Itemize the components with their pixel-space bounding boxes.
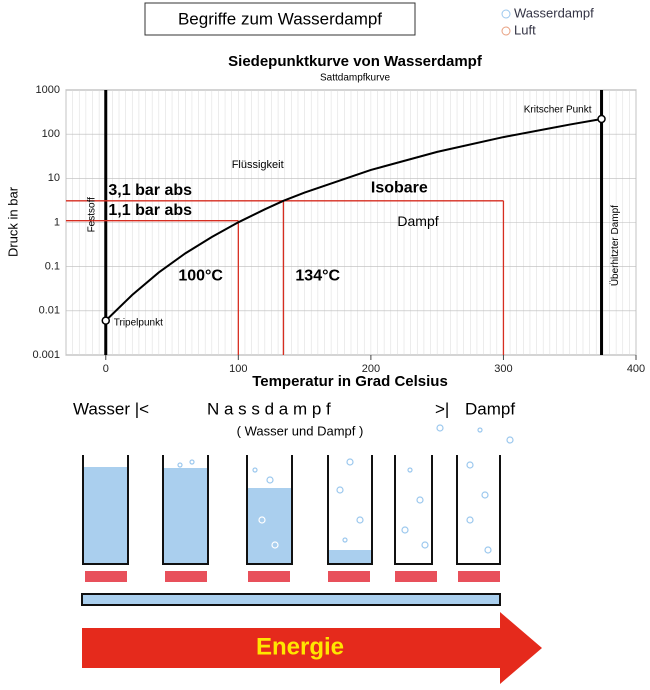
isobar-temperature-label: 134°C (295, 268, 340, 285)
annotation: Flüssigkeit (232, 159, 284, 171)
chart: 0.001 0.01 0.1 1 10 100 1000 0 100 200 300 400 3,1 b… (32, 84, 645, 375)
pipe (81, 593, 501, 606)
y-tick-label: 0.01 (39, 305, 60, 317)
annotation: Isobare (371, 179, 428, 196)
label-end: >| (435, 399, 449, 418)
y-tick-label: 100 (42, 128, 60, 140)
x-tick-label: 200 (362, 363, 380, 375)
chart-subtitle: Sattdampfkurve (320, 73, 390, 84)
y-tick-label: 10 (48, 172, 60, 184)
label-steam: Dampf (465, 399, 515, 418)
page-title: Begriffe zum Wasserdampf (178, 9, 382, 28)
x-tick-label: 300 (494, 363, 512, 375)
annotation: Kritscher Punkt (524, 105, 592, 116)
legend-marker (501, 26, 511, 36)
beakers (82, 455, 501, 565)
annotation: Dampf (397, 213, 438, 229)
y-tick-label: 1000 (36, 84, 60, 96)
x-tick-label: 100 (229, 363, 247, 375)
bubbles (177, 424, 514, 554)
isobar-temperature-label: 100°C (178, 268, 223, 285)
energy-label: Energie (256, 633, 344, 660)
annotation: Tripelpunkt (114, 317, 163, 328)
isobar-label: 3,1 bar abs (108, 182, 192, 199)
y-tick-label: 0.1 (45, 261, 60, 273)
energy-arrow (82, 612, 542, 684)
curve-point (101, 316, 111, 325)
x-axis-label: Temperatur in Grad Celsius (252, 373, 448, 390)
y-tick-label: 0.001 (32, 349, 60, 361)
y-axis-label: Druck in bar (5, 186, 20, 257)
legend-label: Wasserdampf (514, 5, 594, 20)
label-water: Wasser |< (73, 399, 149, 418)
annotation: Überhitzter Dampf (609, 205, 621, 286)
title-box (144, 2, 416, 36)
y-tick-label: 1 (54, 216, 60, 228)
curve-point (597, 114, 606, 124)
legend-label: Luft (514, 22, 536, 37)
label-mix: ( Wasser und Dampf ) (237, 423, 364, 438)
isobar-label: 1,1 bar abs (108, 202, 192, 219)
x-tick-label: 0 (103, 363, 109, 375)
annotation: Festsoff (86, 197, 97, 233)
saturation-curve (105, 117, 602, 322)
label-wet-steam: N a s s d a m p f (207, 399, 331, 418)
chart-title: Siedepunktkurve von Wasserdampf (228, 53, 483, 70)
heaters (85, 571, 500, 582)
x-tick-label: 400 (627, 363, 645, 375)
legend-marker (501, 9, 511, 19)
